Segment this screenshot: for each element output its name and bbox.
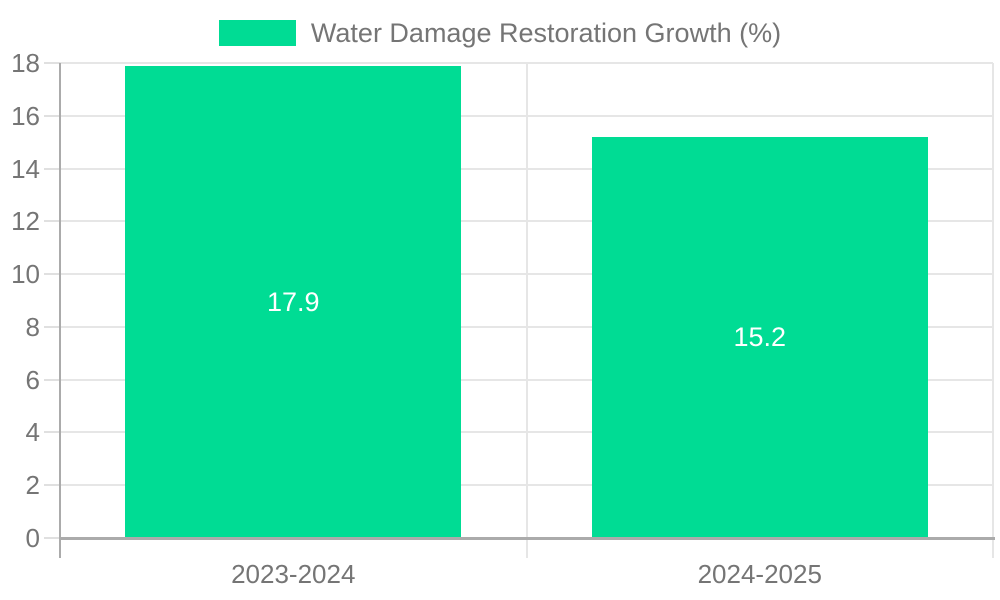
x-axis-label: 2023-2024: [231, 559, 356, 589]
y-tick-mark: [44, 114, 60, 117]
bar[interactable]: [591, 136, 928, 538]
y-axis-label: 6: [25, 364, 40, 395]
y-axis-label: 4: [25, 417, 40, 448]
y-axis-label: 12: [11, 206, 40, 237]
y-tick-mark: [44, 167, 60, 170]
y-tick-mark: [44, 273, 60, 276]
y-axis-label: 14: [11, 153, 40, 184]
y-axis-label: 18: [11, 48, 40, 78]
y-tick-mark: [44, 537, 60, 539]
y-tick-mark: [44, 325, 60, 328]
legend-swatch: [218, 20, 296, 46]
y-tick-mark: [44, 431, 60, 434]
y-tick-mark: [44, 220, 60, 223]
y-axis-label: 8: [25, 311, 40, 342]
gridline-vertical: [992, 63, 994, 558]
x-axis-line: [60, 537, 995, 540]
y-axis-label: 10: [11, 259, 40, 290]
gridline-vertical: [525, 63, 528, 558]
y-tick-mark: [44, 378, 60, 381]
y-axis-label: 2: [25, 470, 40, 501]
legend[interactable]: Water Damage Restoration Growth (%): [0, 17, 1000, 48]
bar[interactable]: [125, 65, 462, 538]
legend-label: Water Damage Restoration Growth (%): [310, 17, 782, 48]
bar-value-label: 17.9: [266, 286, 320, 317]
y-tick-mark: [44, 62, 60, 64]
y-axis-label: 0: [25, 523, 40, 553]
y-axis-line: [59, 63, 61, 558]
bar-value-label: 15.2: [733, 322, 787, 353]
x-axis-label: 2024-2025: [697, 559, 822, 589]
y-tick-mark: [44, 484, 60, 487]
y-axis-label: 16: [11, 100, 40, 131]
